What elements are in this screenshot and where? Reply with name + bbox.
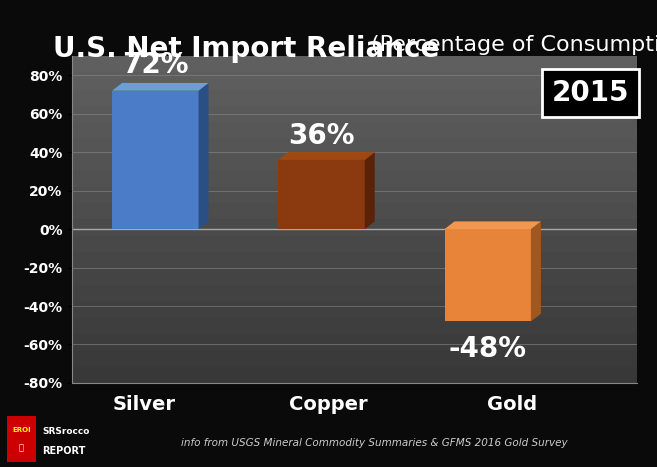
- Bar: [72, 252, 637, 269]
- Bar: [445, 229, 531, 321]
- Polygon shape: [198, 83, 208, 229]
- Bar: [72, 269, 637, 285]
- Text: Silver: Silver: [113, 395, 176, 414]
- Bar: [7, 416, 36, 462]
- Bar: [72, 350, 637, 367]
- Bar: [72, 72, 637, 89]
- Bar: [72, 56, 637, 72]
- Bar: [72, 334, 637, 350]
- Bar: [72, 301, 637, 318]
- Text: 2015: 2015: [552, 79, 629, 107]
- Text: REPORT: REPORT: [43, 446, 86, 456]
- Bar: [72, 318, 637, 334]
- Polygon shape: [445, 221, 541, 229]
- Bar: [72, 105, 637, 121]
- Text: U.S. Net Import Reliance: U.S. Net Import Reliance: [53, 35, 449, 63]
- Polygon shape: [279, 152, 374, 160]
- Text: 36%: 36%: [288, 122, 355, 150]
- Bar: [72, 236, 637, 252]
- Text: EROI: EROI: [12, 427, 31, 432]
- Bar: [72, 285, 637, 301]
- Text: Copper: Copper: [289, 395, 368, 414]
- Bar: [279, 160, 365, 229]
- Polygon shape: [365, 152, 374, 229]
- Text: ⬛: ⬛: [19, 444, 24, 453]
- Text: info from USGS Mineral Commodity Summaries & GFMS 2016 Gold Survey: info from USGS Mineral Commodity Summari…: [181, 439, 568, 448]
- Bar: [72, 170, 637, 187]
- Bar: [72, 367, 637, 383]
- Text: 72%: 72%: [122, 51, 189, 79]
- Text: -48%: -48%: [449, 335, 527, 363]
- Bar: [72, 219, 637, 236]
- Text: (Percentage of Consumption): (Percentage of Consumption): [371, 35, 657, 55]
- Text: Gold: Gold: [487, 395, 537, 414]
- Bar: [72, 138, 637, 154]
- Bar: [72, 187, 637, 203]
- Polygon shape: [531, 221, 541, 321]
- Bar: [112, 91, 198, 229]
- Bar: [72, 154, 637, 170]
- Bar: [72, 121, 637, 138]
- Polygon shape: [112, 83, 208, 91]
- Bar: [72, 203, 637, 219]
- Text: SRSrocco: SRSrocco: [43, 427, 90, 437]
- Bar: [72, 89, 637, 105]
